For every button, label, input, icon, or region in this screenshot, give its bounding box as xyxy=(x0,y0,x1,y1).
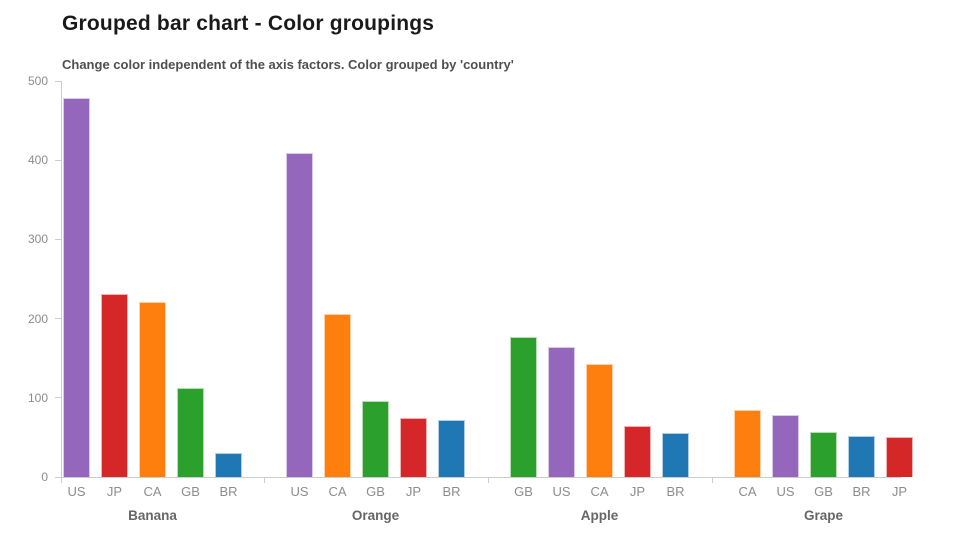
chart-subtitle: Change color independent of the axis fac… xyxy=(62,57,514,72)
bar-group-grape: CA US GB BR JP Grape xyxy=(734,81,913,523)
bar-tick-label: GB xyxy=(181,484,200,499)
bar-tick-label: BR xyxy=(666,484,685,499)
y-axis: 0 100 200 300 400 500 xyxy=(0,75,61,483)
y-axis-tick-label: 400 xyxy=(27,153,48,168)
bar-apple-gb: GB xyxy=(510,336,537,499)
group-label-orange: Orange xyxy=(351,508,400,523)
bar-tick-label: JP xyxy=(891,484,908,499)
y-axis-tick xyxy=(55,318,61,320)
chart-title: Grouped bar chart - Color groupings xyxy=(62,12,435,35)
y-axis-tick xyxy=(55,476,61,478)
bar-tick-label: BR xyxy=(442,484,461,499)
bar-tick-label: CA xyxy=(738,484,757,499)
y-axis-tick xyxy=(55,159,61,161)
bar-tick-label: US xyxy=(290,484,309,499)
bar-banana-br: BR xyxy=(215,453,242,499)
plot-area: US JP CA GB BR Banana US CA GB JP BR Orange GB US CA JP… xyxy=(61,81,913,523)
bar-orange-jp: JP xyxy=(400,418,427,499)
bar-orange-gb: GB xyxy=(362,400,389,499)
bar-banana-us: US xyxy=(63,98,90,499)
bar-group-apple: GB US CA JP BR Apple xyxy=(510,81,689,523)
bar-grape-ca: CA xyxy=(734,409,761,499)
group-label-banana: Banana xyxy=(128,508,177,523)
bar-tick-label: US xyxy=(67,484,86,499)
bar-orange-us: US xyxy=(286,153,313,499)
bar-tick-label: CA xyxy=(328,484,347,499)
y-axis-tick xyxy=(55,397,61,399)
bar-banana-gb: GB xyxy=(177,388,204,499)
bar-grape-jp: JP xyxy=(886,437,913,499)
group-separator-tick xyxy=(264,477,265,483)
bar-tick-label: CA xyxy=(590,484,609,499)
bar-tick-label: US xyxy=(776,484,795,499)
bar-tick-label: JP xyxy=(106,484,123,499)
bar-tick-label: GB xyxy=(366,484,385,499)
bar-tick-label: JP xyxy=(405,484,422,499)
bar-apple-us: US xyxy=(548,347,575,499)
bar-apple-ca: CA xyxy=(586,363,613,499)
bar-group-orange: US CA GB JP BR Orange xyxy=(286,81,465,523)
y-axis-tick-label: 0 xyxy=(41,470,48,484)
bar-tick-label: JP xyxy=(629,484,646,499)
bar-tick-label: CA xyxy=(143,484,162,499)
y-axis-tick xyxy=(55,80,61,82)
y-axis-tick-label: 200 xyxy=(27,311,48,326)
bar-tick-label: GB xyxy=(814,484,833,499)
bar-banana-jp: JP xyxy=(101,294,128,499)
y-axis-tick-label: 300 xyxy=(27,232,48,247)
bar-grape-gb: GB xyxy=(810,431,837,499)
group-separator-tick xyxy=(711,477,713,483)
bar-orange-ca: CA xyxy=(324,313,351,499)
y-axis-tick-label: 500 xyxy=(27,74,48,88)
bar-apple-jp: JP xyxy=(624,426,651,499)
bar-grape-br: BR xyxy=(848,435,875,499)
y-axis-tick xyxy=(55,238,61,240)
bar-tick-label: GB xyxy=(514,484,533,499)
bar-banana-ca: CA xyxy=(139,301,166,499)
group-label-apple: Apple xyxy=(580,508,619,523)
bar-group-banana: US JP CA GB BR Banana xyxy=(63,81,242,523)
bar-tick-label: US xyxy=(552,484,571,499)
bar-tick-label: BR xyxy=(852,484,871,499)
group-label-grape: Grape xyxy=(803,508,844,523)
y-axis-tick-label: 100 xyxy=(27,390,48,405)
bar-orange-br: BR xyxy=(438,419,465,499)
bar-grape-us: US xyxy=(772,415,799,499)
group-separator-tick xyxy=(487,477,489,483)
bar-apple-br: BR xyxy=(662,432,689,499)
bar-tick-label: BR xyxy=(219,484,238,499)
